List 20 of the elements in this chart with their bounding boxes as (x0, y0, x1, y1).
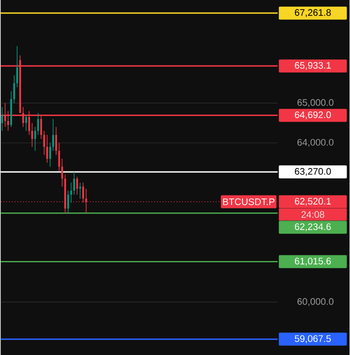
ref-line-label: 65,933.1 (295, 62, 331, 70)
candlestick (1, 106, 4, 132)
ref-line-label: 59,067.5 (294, 335, 332, 344)
ref-line-label: 61,015.6 (295, 258, 332, 266)
ref-line-label: 63,270.0 (295, 168, 332, 176)
candlestick (46, 134, 48, 164)
ref-line-label: 67,261.8 (295, 9, 332, 17)
text: 24:08 (302, 211, 324, 218)
candlestick (79, 182, 82, 199)
annotation: BTCUSDT.P (223, 198, 275, 206)
y-tick-label: 65,000.0 (298, 99, 334, 107)
y-tick-label: 60,000.0 (298, 298, 334, 306)
ref-line-label: 64,692.0 (295, 111, 332, 120)
candlestick (76, 176, 78, 195)
y-tick-label: 64,000.0 (298, 138, 334, 147)
ref-line-label: 62,520.1 (295, 198, 331, 206)
ref-line-label: 62,234.6 (295, 223, 332, 232)
candlestick (25, 114, 28, 132)
candlestick (82, 182, 84, 203)
candlestick (67, 190, 70, 213)
